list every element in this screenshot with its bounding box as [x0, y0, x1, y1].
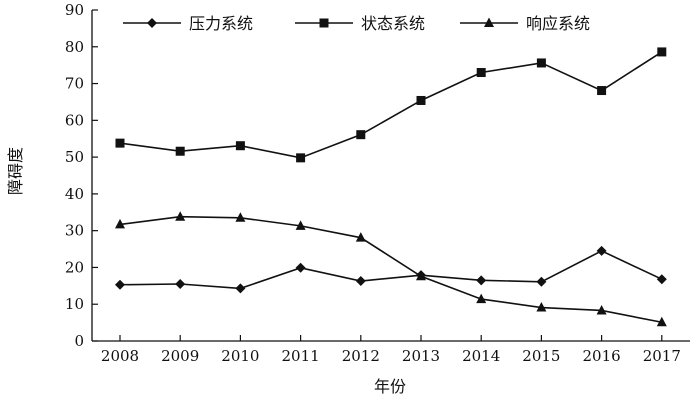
data-point-square [296, 153, 306, 163]
data-point-diamond [295, 262, 306, 273]
legend-marker-square [319, 18, 329, 28]
x-tick-label: 2009 [161, 347, 199, 365]
x-tick-label: 2015 [522, 347, 560, 365]
legend-item-square: 状态系统 [295, 14, 425, 33]
y-tick-label: 20 [65, 258, 84, 276]
data-point-square [657, 47, 667, 57]
data-point-diamond [235, 283, 246, 294]
series-line-square [119, 51, 663, 159]
data-point-diamond [175, 278, 186, 289]
data-point-square [356, 130, 366, 140]
data-point-square [536, 58, 546, 68]
series-diamond [115, 245, 667, 294]
legend-label: 状态系统 [361, 14, 425, 33]
data-point-square [476, 68, 486, 78]
series-layer [115, 47, 667, 327]
y-tick-label: 0 [74, 332, 84, 350]
data-point-diamond [596, 245, 607, 256]
x-tick-label: 2008 [101, 347, 139, 365]
y-axis-title: 障碍度 [6, 147, 25, 195]
x-ticks: 2008 2009 2010 2011 2012 2013 2014 2015 2016 2017 [101, 335, 681, 365]
legend-label: 响应系统 [526, 14, 590, 33]
y-tick-label: 60 [65, 111, 84, 129]
data-point-square [416, 95, 426, 105]
y-tick-label: 70 [65, 75, 84, 93]
data-point-diamond [656, 274, 667, 285]
legend-label: 压力系统 [189, 14, 253, 33]
series-line-triangle [119, 215, 662, 324]
data-point-diamond [476, 275, 487, 286]
data-point-square [597, 86, 607, 96]
data-point-square [235, 141, 245, 151]
data-point-triangle [536, 302, 547, 312]
data-point-triangle [656, 316, 667, 327]
data-point-diamond [115, 279, 125, 290]
data-point-triangle [175, 211, 186, 221]
x-tick-label: 2012 [342, 347, 380, 365]
data-point-triangle [115, 218, 125, 229]
y-tick-label: 10 [65, 295, 84, 313]
y-tick-label: 80 [65, 38, 84, 56]
legend: 压力系统 状态系统 响应系统 [123, 14, 590, 33]
y-ticks: 0 10 20 30 40 50 60 70 80 90 [65, 1, 98, 350]
series-square [115, 47, 667, 163]
x-tick-label: 2010 [221, 347, 259, 365]
x-tick-label: 2016 [583, 347, 621, 365]
x-axis-title: 年份 [374, 377, 406, 396]
axes [91, 10, 690, 342]
x-tick-label: 2013 [402, 347, 440, 365]
data-point-triangle [235, 212, 246, 222]
data-point-triangle [596, 304, 607, 315]
series-triangle [115, 211, 667, 327]
x-tick-label: 2014 [462, 347, 500, 365]
data-point-diamond [536, 276, 547, 287]
x-tick-label: 2011 [282, 347, 320, 365]
y-tick-label: 30 [65, 222, 84, 240]
data-point-triangle [476, 293, 487, 304]
data-point-triangle [295, 220, 306, 230]
y-tick-label: 90 [65, 1, 84, 19]
x-tick-label: 2017 [643, 347, 681, 365]
data-point-diamond [355, 276, 366, 287]
legend-marker-diamond [147, 18, 157, 28]
series-line-diamond [119, 250, 663, 290]
data-point-square [175, 146, 185, 156]
data-point-triangle [416, 270, 426, 281]
data-point-square [115, 138, 125, 148]
y-tick-label: 40 [65, 185, 84, 203]
data-point-triangle [355, 232, 366, 242]
legend-item-triangle: 响应系统 [460, 14, 590, 33]
legend-marker-triangle [484, 17, 494, 27]
y-tick-label: 50 [65, 148, 84, 166]
legend-item-diamond: 压力系统 [123, 14, 253, 33]
